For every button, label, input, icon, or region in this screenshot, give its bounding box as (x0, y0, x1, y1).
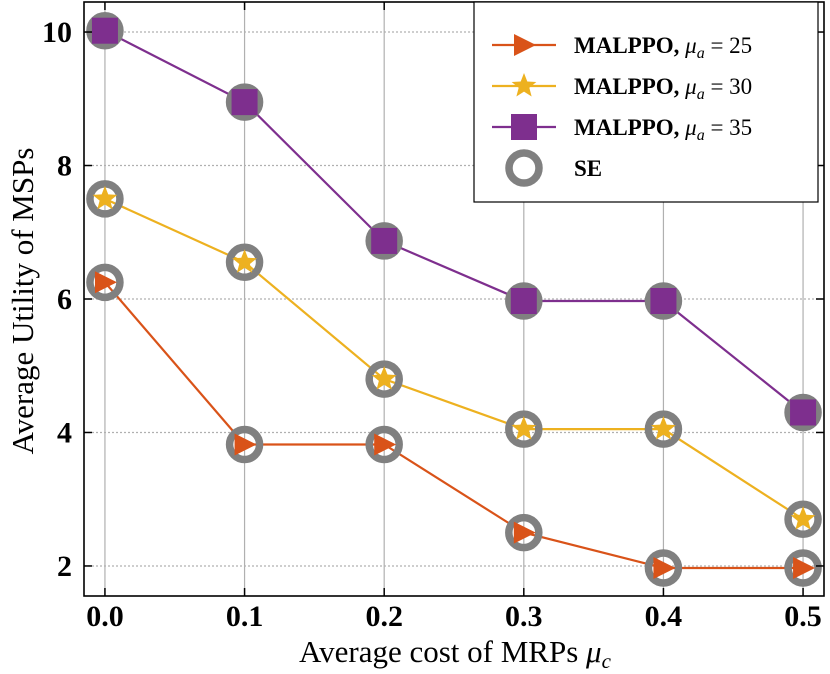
se-marker (784, 549, 822, 587)
series-1-point (513, 521, 536, 544)
series-line-3 (104, 29, 804, 414)
series-3-point (790, 399, 817, 426)
legend-box (473, 1, 819, 203)
se-marker (505, 410, 543, 448)
se-marker (644, 410, 683, 448)
legend-marker (514, 34, 536, 56)
x-tick-label: 0.5 (784, 600, 822, 633)
legend-label: MALPPO, μa = 35 (574, 115, 752, 144)
x-tick-label: 0.1 (226, 600, 264, 633)
series-2-point (790, 506, 816, 530)
series-3-point (371, 227, 398, 254)
y-axis-label: Average Utility of MSPs (5, 148, 40, 455)
se-marker (365, 222, 403, 260)
se-marker (86, 11, 124, 50)
series-lines (104, 29, 804, 570)
series-line-1 (104, 281, 804, 570)
se-marker (784, 393, 822, 432)
legend-marker (505, 149, 543, 187)
x-axis-label: Average cost of MRPs μc (299, 634, 612, 673)
series-line-2 (104, 197, 804, 521)
y-tick-label: 4 (57, 416, 72, 449)
legend-label: MALPPO, μa = 25 (574, 33, 752, 62)
legend-label: SE (574, 156, 602, 181)
x-tick-label: 0.2 (365, 600, 403, 633)
y-tick-label: 6 (57, 283, 72, 316)
series-1-point (374, 433, 397, 456)
series-3-point (231, 89, 258, 116)
se-marker (86, 180, 124, 218)
series-2-point (651, 416, 676, 440)
y-tick-label: 10 (42, 16, 72, 49)
series-3-point (91, 17, 118, 44)
se-marker (225, 425, 264, 464)
se-marker (505, 513, 543, 552)
x-tick-label: 0.4 (645, 600, 683, 633)
legend-label: MALPPO, μa = 30 (574, 74, 752, 103)
se-marker (644, 549, 683, 587)
x-tick-label: 0.0 (86, 600, 124, 633)
se-marker (365, 425, 403, 464)
se-marker (86, 263, 124, 302)
series-3-point (510, 288, 537, 315)
legend: MALPPO, μa = 25 MALPPO, μa = 30 MALPPO, μa… (473, 1, 819, 203)
series-2-point (371, 366, 397, 390)
y-tick-label: 2 (57, 550, 72, 583)
series-1-point (793, 556, 816, 579)
se-marker (225, 243, 264, 282)
se-marker (784, 500, 822, 538)
legend-marker (511, 73, 537, 97)
se-marker (644, 282, 683, 320)
series-2-point (92, 185, 118, 210)
series-1-point (653, 556, 676, 579)
se-marker (505, 282, 543, 320)
series-1-point (234, 433, 257, 456)
se-markers (86, 11, 822, 587)
x-tick-label: 0.3 (505, 600, 543, 633)
legend-marker (511, 114, 537, 140)
se-marker (225, 83, 264, 121)
se-marker (365, 360, 403, 398)
series-1-point (94, 271, 117, 294)
series-markers (91, 17, 817, 579)
series-3-point (650, 288, 677, 315)
series-2-point (511, 416, 537, 440)
series-2-point (232, 249, 257, 273)
y-tick-label: 8 (57, 150, 72, 183)
axis-ticks: 0.0 0.1 0.2 0.3 0.4 0.5 2 4 6 8 10 (42, 2, 824, 633)
